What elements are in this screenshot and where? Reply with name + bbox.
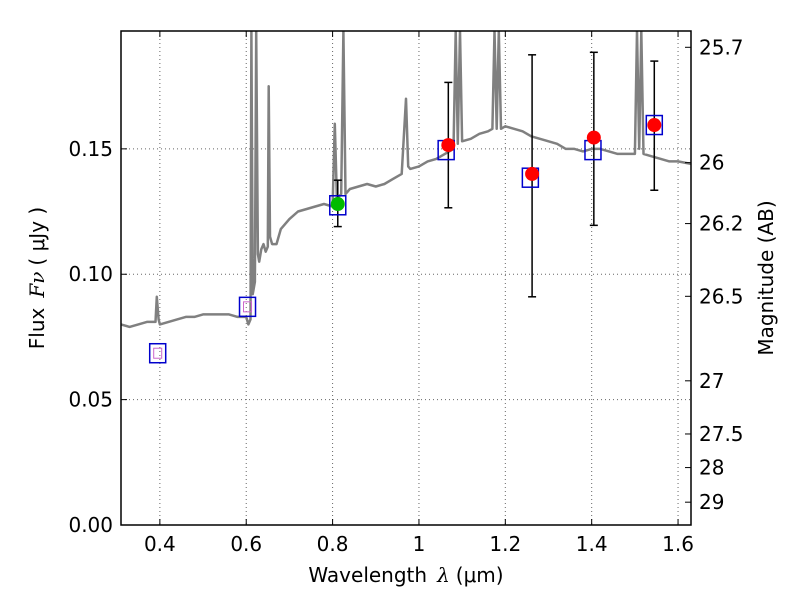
x-axis-label-text: Wavelength bbox=[308, 563, 427, 587]
band-marker bbox=[243, 301, 253, 313]
y2-tick-label: 26.2 bbox=[699, 212, 744, 236]
model-flux-box bbox=[329, 195, 347, 216]
y-axis-label-symbol: Fν bbox=[25, 272, 49, 299]
y-tick-label: 0.05 bbox=[68, 388, 113, 412]
model-flux-box bbox=[148, 342, 167, 364]
y2-axis-label: Magnitude (AB) bbox=[754, 200, 778, 355]
model-flux-box bbox=[645, 114, 664, 136]
y2-tick-label: 28 bbox=[699, 456, 724, 480]
observed-flux-point bbox=[330, 197, 345, 212]
observed-flux-point bbox=[525, 166, 540, 181]
y-tick-label: 0.10 bbox=[68, 262, 113, 286]
x-axis-label-unit: (μm) bbox=[456, 563, 504, 587]
y2-tick-label: 25.7 bbox=[699, 35, 744, 59]
y-tick-label: 0.00 bbox=[68, 513, 113, 537]
x-tick-label: 1.4 bbox=[576, 532, 608, 556]
y2-tick-label: 27 bbox=[699, 369, 724, 393]
data-layer bbox=[121, 31, 691, 364]
y2-tick-label: 26 bbox=[699, 151, 724, 175]
x-tick-label: 1.6 bbox=[662, 532, 694, 556]
y2-tick-label: 27.5 bbox=[699, 422, 744, 446]
y-axis-label-text: Flux bbox=[25, 307, 49, 349]
band-marker bbox=[153, 347, 163, 359]
model-flux-box bbox=[238, 296, 257, 318]
x-tick-label: 1.2 bbox=[489, 532, 521, 556]
axes: 0.4 0.6 0.8 1 1.2 1.4 1.6 0.00 0.05 0.10 0.15 25.7 2… bbox=[68, 31, 744, 556]
y-tick-label: 0.15 bbox=[68, 137, 113, 161]
x-tick-label: 0.4 bbox=[144, 532, 176, 556]
x-axis-label-symbol: λ bbox=[436, 563, 450, 587]
observed-flux-point bbox=[586, 130, 601, 145]
x-tick-label: 0.6 bbox=[230, 532, 262, 556]
x-tick-label: 0.8 bbox=[317, 532, 349, 556]
observed-flux-point bbox=[441, 138, 456, 153]
y2-tick-label: 29 bbox=[699, 490, 724, 514]
plot-frame bbox=[120, 30, 692, 526]
x-axis-label: Wavelength λ (μm) bbox=[308, 563, 503, 587]
observed-flux-point bbox=[647, 118, 662, 133]
y-axis-label-unit: ( μJy ) bbox=[25, 207, 49, 266]
y-axis-label: Flux Fν ( μJy ) bbox=[25, 207, 49, 349]
y2-tick-label: 26.5 bbox=[699, 284, 744, 308]
x-tick-label: 1 bbox=[413, 532, 426, 556]
